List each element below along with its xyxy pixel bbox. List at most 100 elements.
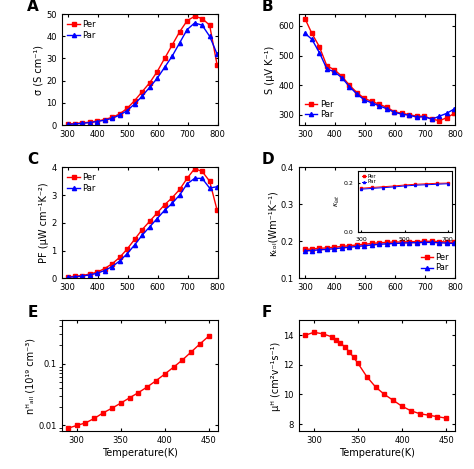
- Par: [65, 121, 71, 127]
- Per: [429, 116, 435, 122]
- Text: E: E: [27, 305, 37, 320]
- Per: [414, 113, 420, 119]
- Per: [154, 210, 160, 216]
- Par: [421, 114, 427, 120]
- Per: [184, 175, 190, 181]
- Per: [376, 102, 382, 107]
- Par: [421, 240, 427, 245]
- Text: C: C: [27, 152, 38, 167]
- Per: [384, 240, 390, 245]
- Par: [132, 242, 137, 248]
- Per: [124, 106, 130, 111]
- Par: [124, 108, 130, 113]
- Par: [346, 244, 352, 250]
- Par: [369, 242, 375, 248]
- Per: [109, 114, 115, 120]
- Per: [102, 117, 108, 122]
- Par: [154, 216, 160, 221]
- Par: [362, 243, 367, 249]
- Y-axis label: nᴴₐₗₗ (10¹⁹ cm⁻³): nᴴₐₗₗ (10¹⁹ cm⁻³): [26, 338, 36, 414]
- Per: [392, 109, 397, 114]
- Par: [192, 175, 198, 181]
- Per: [207, 178, 212, 184]
- Line: Par: Par: [303, 31, 456, 121]
- Per: [452, 240, 457, 245]
- Per: [339, 74, 345, 79]
- Per: [199, 15, 205, 21]
- Par: [192, 20, 198, 26]
- Par: [207, 185, 212, 191]
- Par: [147, 224, 153, 230]
- Par: [177, 192, 182, 198]
- Par: [177, 40, 182, 46]
- Per: [132, 237, 137, 242]
- Per: [214, 62, 220, 68]
- Per: [139, 227, 145, 233]
- Par: [429, 116, 435, 122]
- Par: [199, 23, 205, 28]
- Par: [376, 103, 382, 109]
- Per: [392, 239, 397, 245]
- Par: [65, 274, 71, 280]
- Per: [399, 110, 405, 116]
- Par: [302, 248, 308, 254]
- Per: [369, 241, 375, 246]
- Par: [376, 242, 382, 247]
- Par: [162, 65, 167, 70]
- Per: [199, 169, 205, 174]
- Per: [207, 23, 212, 28]
- Line: Per: Per: [65, 14, 219, 126]
- Per: [79, 120, 85, 126]
- Per: [162, 56, 167, 61]
- Y-axis label: σ (S cm⁻¹): σ (S cm⁻¹): [33, 45, 43, 95]
- Par: [102, 117, 108, 123]
- Par: [444, 240, 450, 246]
- Per: [102, 266, 108, 272]
- Per: [87, 271, 92, 277]
- Per: [354, 90, 360, 95]
- Text: A: A: [27, 0, 39, 14]
- Par: [407, 113, 412, 118]
- Line: Per: Per: [303, 16, 456, 123]
- Y-axis label: κₜₒₗ(Wm⁻¹K⁻¹): κₜₒₗ(Wm⁻¹K⁻¹): [268, 190, 278, 256]
- Y-axis label: PF (μW cm⁻¹K⁻²): PF (μW cm⁻¹K⁻²): [38, 182, 49, 263]
- Par: [79, 121, 85, 126]
- Per: [169, 42, 175, 48]
- Per: [184, 18, 190, 23]
- Par: [199, 175, 205, 181]
- Par: [317, 247, 322, 253]
- Per: [65, 274, 71, 280]
- X-axis label: Temperature(K): Temperature(K): [102, 448, 178, 458]
- Per: [132, 98, 137, 104]
- Par: [102, 268, 108, 273]
- Par: [117, 112, 122, 118]
- Per: [117, 111, 122, 117]
- Par: [346, 84, 352, 90]
- Par: [207, 33, 212, 39]
- Per: [429, 238, 435, 244]
- Par: [339, 75, 345, 81]
- Par: [324, 66, 330, 72]
- Per: [407, 112, 412, 118]
- Y-axis label: S (μV K⁻¹): S (μV K⁻¹): [265, 45, 275, 94]
- Per: [124, 246, 130, 252]
- Legend: Per, Par: Per, Par: [66, 172, 98, 195]
- Per: [407, 239, 412, 244]
- Per: [437, 239, 442, 244]
- Per: [302, 15, 308, 21]
- Per: [414, 239, 420, 244]
- Par: [392, 110, 397, 115]
- Par: [369, 100, 375, 106]
- Par: [317, 50, 322, 55]
- Per: [399, 239, 405, 245]
- Text: D: D: [262, 152, 274, 167]
- Par: [392, 241, 397, 246]
- Par: [324, 247, 330, 252]
- Legend: Per, Par: Per, Par: [303, 98, 335, 121]
- Per: [72, 273, 77, 279]
- Per: [421, 113, 427, 119]
- Text: F: F: [262, 305, 272, 320]
- Par: [407, 240, 412, 246]
- Line: Per: Per: [303, 239, 456, 251]
- Par: [429, 240, 435, 245]
